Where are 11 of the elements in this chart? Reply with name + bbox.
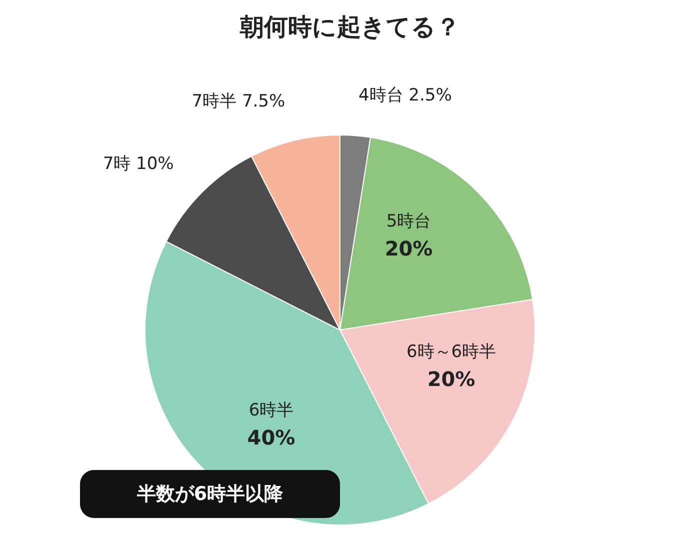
- chart-title: 朝何時に起きてる？: [239, 13, 460, 41]
- slice-label: 5時台: [386, 211, 432, 232]
- text: 半数が6時半以降: [136, 483, 284, 505]
- data-label: 40%: [247, 426, 296, 450]
- slice-label: 4時台 2.5%: [358, 86, 452, 106]
- data-label: 20%: [384, 236, 433, 260]
- slice-label: 6時半: [248, 400, 294, 421]
- slice-label: 6時～6時半: [406, 342, 496, 362]
- slice-label: 7時 10%: [102, 154, 174, 174]
- slice-label: 7時半 7.5%: [192, 91, 286, 112]
- data-label: 20%: [427, 367, 476, 392]
